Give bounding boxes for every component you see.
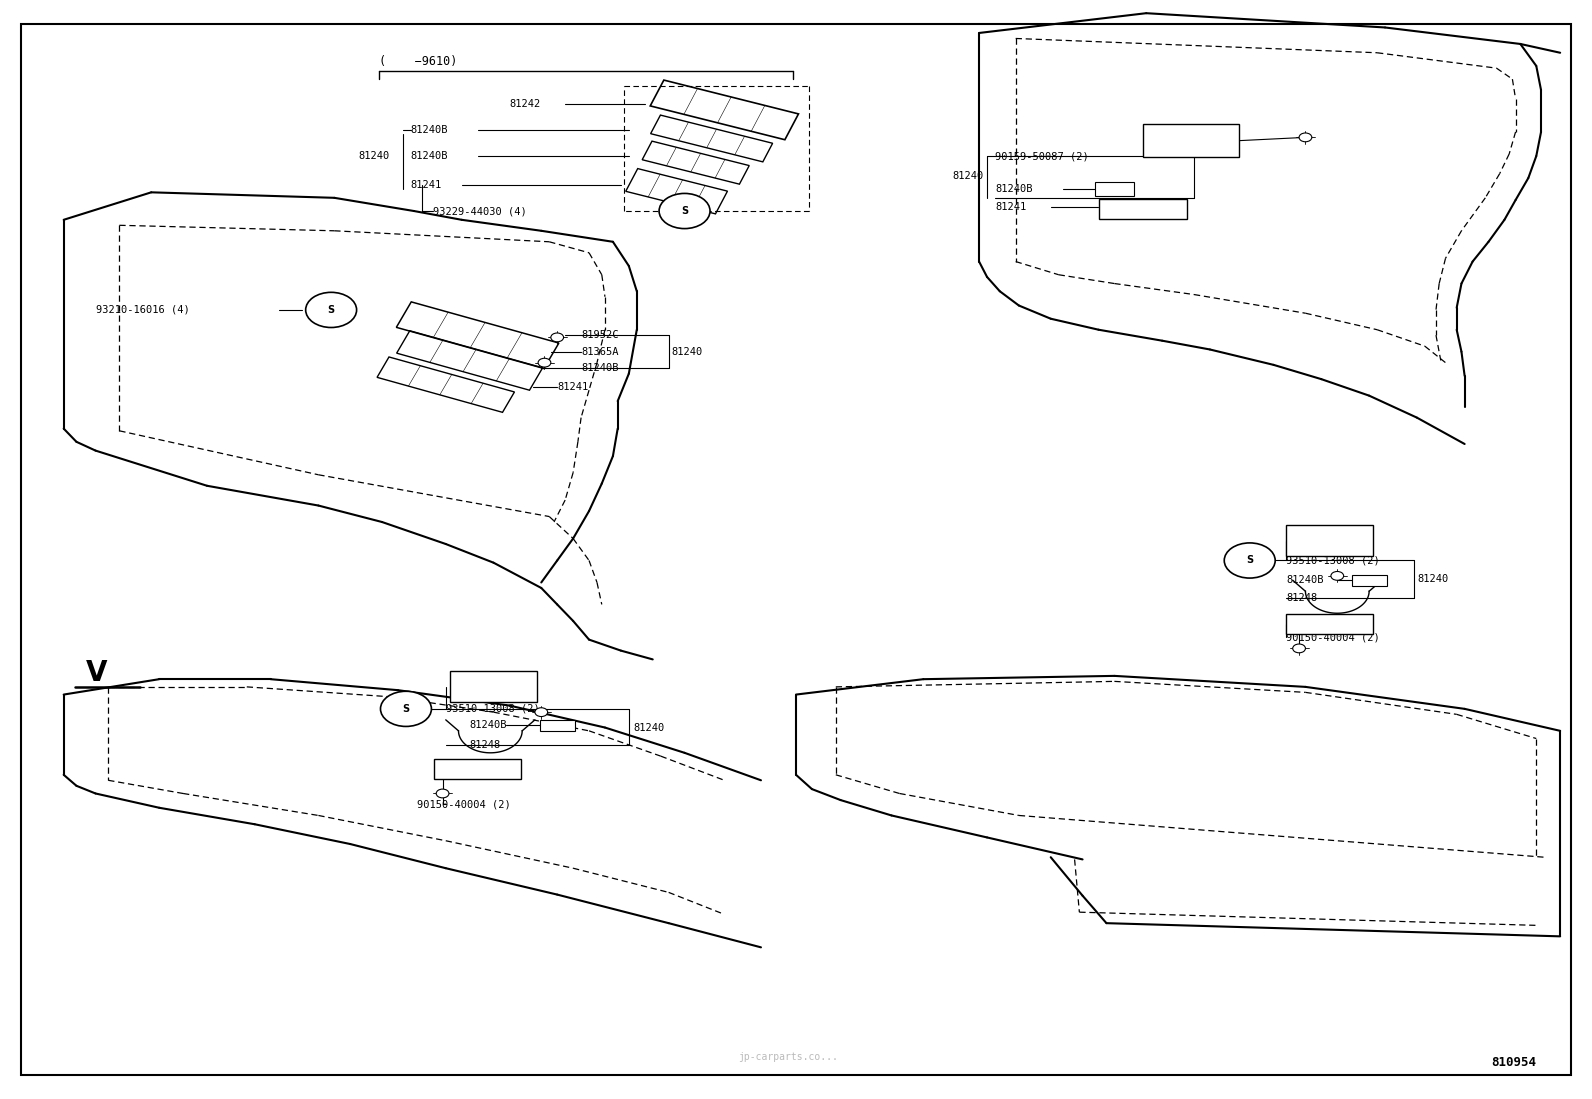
Text: 81240B: 81240B [995, 184, 1033, 195]
Circle shape [436, 789, 449, 798]
Bar [1286, 525, 1372, 556]
Circle shape [538, 358, 551, 367]
Bar [433, 759, 521, 779]
Text: 81248: 81248 [470, 740, 501, 751]
Circle shape [306, 292, 357, 328]
Text: S: S [681, 206, 688, 217]
Circle shape [1331, 571, 1344, 580]
Text: 81241: 81241 [411, 179, 443, 190]
Circle shape [535, 708, 548, 717]
Bar [1286, 614, 1372, 634]
Text: 90159-50087 (2): 90159-50087 (2) [995, 151, 1089, 162]
Circle shape [380, 691, 431, 726]
Text: 93510-13008 (2): 93510-13008 (2) [1286, 555, 1380, 566]
Text: 81248: 81248 [1286, 592, 1318, 603]
Text: V: V [86, 658, 108, 687]
Circle shape [551, 333, 564, 342]
Text: 81952C: 81952C [581, 330, 619, 341]
Text: 81365A: 81365A [581, 346, 619, 357]
Text: 81240: 81240 [1417, 574, 1449, 585]
Bar [1098, 199, 1188, 219]
Circle shape [1224, 543, 1275, 578]
Text: 81240: 81240 [634, 722, 665, 733]
Text: 81240: 81240 [358, 151, 390, 162]
Text: 81241: 81241 [557, 381, 589, 392]
Bar [1352, 575, 1387, 586]
Text: 90150-40004 (2): 90150-40004 (2) [1286, 632, 1380, 643]
Bar [1095, 182, 1134, 196]
Text: 81240: 81240 [672, 346, 704, 357]
Text: S: S [328, 304, 334, 315]
Text: 81241: 81241 [995, 201, 1027, 212]
Text: S: S [403, 703, 409, 714]
Text: 81240B: 81240B [581, 363, 619, 374]
Text: 81240B: 81240B [411, 151, 449, 162]
Text: 90150-40004 (2): 90150-40004 (2) [417, 799, 511, 810]
Text: 93510-13008 (2): 93510-13008 (2) [446, 703, 540, 714]
Text: 93229-44030 (4): 93229-44030 (4) [433, 206, 527, 217]
Bar [1143, 124, 1239, 157]
Text: 81240: 81240 [952, 170, 984, 181]
Text: 81240B: 81240B [1286, 575, 1325, 586]
Text: 810954: 810954 [1492, 1056, 1536, 1069]
Text: jp-carparts.co...: jp-carparts.co... [739, 1052, 837, 1063]
Text: (    −9610): ( −9610) [379, 55, 457, 68]
Circle shape [1299, 133, 1312, 142]
Text: 81240B: 81240B [470, 720, 508, 731]
Text: S: S [1247, 555, 1253, 566]
Text: 81240B: 81240B [411, 124, 449, 135]
Bar [449, 671, 537, 702]
Circle shape [659, 193, 710, 229]
Circle shape [1293, 644, 1305, 653]
Text: 81242: 81242 [509, 99, 541, 110]
Text: 93210-16016 (4): 93210-16016 (4) [96, 304, 189, 315]
Bar [540, 720, 575, 731]
